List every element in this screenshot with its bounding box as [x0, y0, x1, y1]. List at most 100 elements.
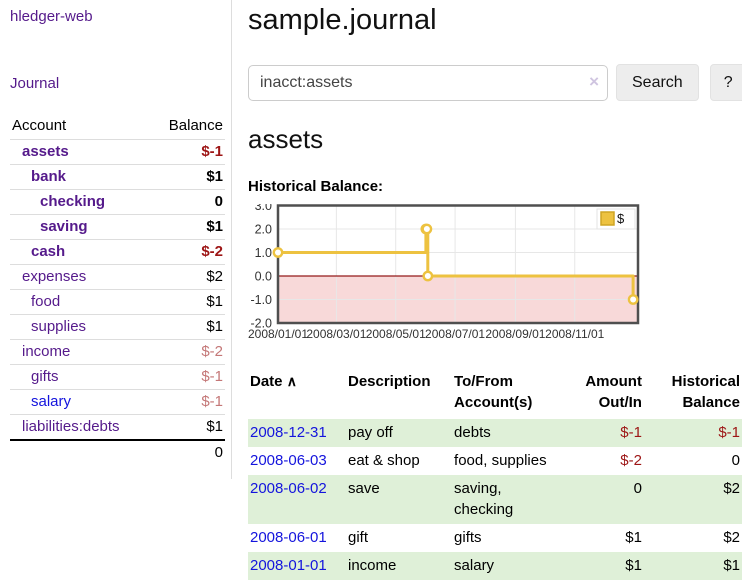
- accounts-column-header: To/From Account(s): [454, 373, 533, 411]
- y-tick-label: 2.0: [255, 223, 272, 237]
- accounts-total-value: 0: [150, 439, 225, 465]
- account-link-salary[interactable]: salary: [31, 393, 72, 410]
- register-table: Date ∧ Description To/From Account(s) Am…: [248, 370, 742, 581]
- date-column-header[interactable]: Date ∧: [250, 373, 297, 391]
- app-brand-link[interactable]: hledger-web: [10, 8, 93, 25]
- transaction-date-link[interactable]: 2008-06-02: [250, 480, 327, 498]
- account-balance: $-1: [150, 389, 225, 415]
- transaction-balance: $2: [723, 480, 740, 498]
- page-title: sample.journal: [248, 4, 437, 36]
- account-link-supplies[interactable]: supplies: [31, 318, 87, 335]
- transaction-accounts: salary: [454, 557, 495, 575]
- account-link-assets[interactable]: assets: [22, 143, 69, 160]
- accounts-total-row: 0: [10, 439, 225, 465]
- description-column-header: Description: [347, 373, 431, 391]
- transaction-amount: $1: [625, 557, 642, 575]
- data-point-marker: [272, 247, 284, 259]
- y-tick-label: 1.0: [255, 246, 272, 260]
- historical-balance-chart: $3.0 2.0 1.0 0.0 -1.0 -2.0 2008/01/01 2008/03/0…: [245, 199, 742, 351]
- data-point-marker: [422, 270, 434, 282]
- transaction-amount: $-1: [620, 423, 642, 441]
- account-row: salary $-1: [10, 389, 225, 415]
- register-header-row: Date ∧ Description To/From Account(s) Am…: [248, 370, 742, 419]
- account-row: assets $-1: [10, 139, 225, 165]
- amount-column-header: Amount Out/In: [585, 373, 642, 411]
- register-row[interactable]: 2008-12-31 pay off debts $-1 $-1: [248, 418, 742, 448]
- y-tick-label: -2.0: [250, 317, 272, 331]
- search-input[interactable]: [248, 64, 608, 101]
- chart-label: Historical Balance:: [248, 178, 384, 196]
- x-tick-label: 2008/03/01: [306, 327, 366, 341]
- account-balance: $-1: [150, 139, 225, 165]
- account-balance: $-1: [150, 364, 225, 390]
- account-link-income[interactable]: income: [22, 343, 71, 360]
- x-tick-label: 2008/07/01: [425, 327, 485, 341]
- account-row: cash $-2: [10, 239, 225, 265]
- account-balance: $1: [150, 314, 225, 340]
- legend-label: $: [617, 211, 625, 226]
- register-row[interactable]: 2008-01-01 income salary $1 $1: [248, 552, 742, 581]
- account-balance: $-2: [150, 239, 225, 265]
- transaction-description: gift: [347, 528, 368, 546]
- transaction-amount: $1: [625, 528, 642, 546]
- balance-column-header: Balance: [168, 117, 223, 134]
- account-row: food $1: [10, 289, 225, 315]
- search-button[interactable]: Search: [616, 64, 699, 102]
- account-balance: $1: [150, 414, 225, 440]
- transaction-description: eat & shop: [347, 452, 420, 470]
- account-link-food[interactable]: food: [31, 293, 61, 310]
- account-link-gifts[interactable]: gifts: [31, 368, 59, 385]
- transaction-accounts: debts: [454, 423, 491, 441]
- account-row: gifts $-1: [10, 364, 225, 390]
- help-button[interactable]: ?: [709, 64, 742, 102]
- account-tree-table: Account Balance assets $-1 bank $1 checking 0…: [10, 114, 225, 465]
- x-tick-label: 2008/11/01: [545, 327, 604, 341]
- account-link-saving[interactable]: saving: [40, 218, 88, 235]
- transaction-balance: $-1: [718, 423, 740, 441]
- account-link-liabilities-debts[interactable]: liabilities:debts: [22, 418, 120, 435]
- transaction-date-link[interactable]: 2008-01-01: [250, 557, 327, 575]
- clear-search-icon[interactable]: ×: [589, 71, 599, 91]
- account-balance: $2: [150, 264, 225, 290]
- account-link-expenses[interactable]: expenses: [22, 268, 87, 285]
- sidebar: hledger-web Journal Account Balance asse…: [0, 0, 232, 479]
- account-heading: assets: [248, 124, 324, 155]
- data-point-marker: [627, 294, 639, 306]
- search-form: × Search ?: [248, 64, 742, 102]
- account-balance: $1: [150, 289, 225, 315]
- transaction-balance: 0: [731, 452, 740, 470]
- y-tick-label: 0.0: [255, 270, 272, 284]
- transaction-description: save: [347, 480, 380, 498]
- account-row: bank $1: [10, 164, 225, 190]
- transaction-description: pay off: [347, 423, 393, 441]
- transaction-balance: $1: [723, 557, 740, 575]
- transaction-balance: $2: [723, 528, 740, 546]
- account-row: supplies $1: [10, 314, 225, 340]
- x-tick-label: 2008/01/01: [248, 327, 308, 341]
- transaction-accounts: gifts: [454, 528, 482, 546]
- account-row: checking 0: [10, 189, 225, 215]
- account-link-bank[interactable]: bank: [31, 168, 67, 185]
- account-link-cash[interactable]: cash: [31, 243, 66, 260]
- register-row[interactable]: 2008-06-02 save saving, checking 0 $2: [248, 475, 742, 524]
- account-balance: 0: [150, 189, 225, 215]
- sort-ascending-icon: ∧: [286, 373, 297, 390]
- transaction-date-link[interactable]: 2008-06-01: [250, 528, 327, 546]
- transaction-date-link[interactable]: 2008-12-31: [250, 423, 327, 441]
- account-link-checking[interactable]: checking: [40, 193, 106, 210]
- register-row[interactable]: 2008-06-01 gift gifts $1 $2: [248, 524, 742, 552]
- sidebar-item-journal[interactable]: Journal: [10, 75, 60, 92]
- y-tick-label: -1.0: [250, 293, 272, 307]
- plot-border: [276, 204, 640, 325]
- account-row: expenses $2: [10, 264, 225, 290]
- register-row[interactable]: 2008-06-03 eat & shop food, supplies $-2 0: [248, 447, 742, 475]
- transaction-date-link[interactable]: 2008-06-03: [250, 452, 327, 470]
- balance-column-header-register: Historical Balance: [671, 373, 740, 411]
- data-point-marker: [421, 223, 433, 235]
- x-tick-label: 2008/09/01: [485, 327, 545, 341]
- account-row: saving $1: [10, 214, 225, 240]
- transaction-description: income: [347, 557, 397, 575]
- transaction-amount: $-2: [620, 452, 642, 470]
- account-balance: $1: [150, 164, 225, 190]
- account-column-header: Account: [12, 117, 67, 134]
